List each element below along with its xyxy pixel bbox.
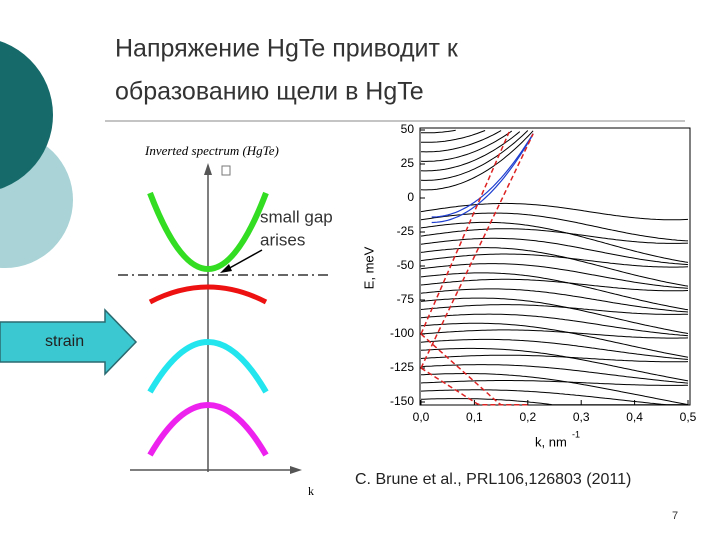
band-curve xyxy=(420,398,688,406)
diagram-caption: Inverted spectrum (HgTe) xyxy=(144,143,279,158)
band-curve xyxy=(420,130,534,191)
band-curve xyxy=(420,237,689,266)
citation: C. Brune et al., PRL106,126803 (2011) xyxy=(355,471,631,488)
band-curve xyxy=(420,272,689,311)
band-curve xyxy=(420,247,689,287)
axis-arrowhead xyxy=(290,466,302,474)
band-curve-blue xyxy=(431,133,534,218)
left-diagram: Inverted spectrum (HgTe) k small gap ari… xyxy=(0,143,333,498)
strain-arrow xyxy=(0,308,138,376)
k-axis-label: k xyxy=(308,484,314,498)
band-magenta xyxy=(147,402,269,457)
band-curve-blue xyxy=(431,133,534,224)
page-number: 7 xyxy=(672,510,678,522)
annotation-arrowhead xyxy=(220,264,232,273)
band-red xyxy=(148,284,268,305)
band-curve xyxy=(420,322,689,358)
band-curve xyxy=(421,130,502,153)
band-curve xyxy=(420,354,689,363)
y-axis-label: E, meV xyxy=(361,246,376,289)
strain-label: strain xyxy=(45,333,84,350)
y-tick-label: 25 xyxy=(401,156,415,170)
band-curve xyxy=(420,329,689,339)
x-tick-label: 0,0 xyxy=(413,410,430,424)
x-tick-label: 0,4 xyxy=(626,410,643,424)
band-curve xyxy=(420,202,689,221)
band-curve xyxy=(420,212,689,242)
x-tick-label: 0,1 xyxy=(466,410,483,424)
band-curve xyxy=(420,313,689,337)
y-tick-label: -100 xyxy=(390,326,414,340)
band-curve xyxy=(420,304,689,315)
band-curve xyxy=(420,131,521,172)
band-plot: E, meV k, nm -1 50 25 0 -25 -50 -75 -100 -125 -1… xyxy=(361,122,696,449)
x-tick-label: 0,2 xyxy=(519,410,536,424)
y-tick-label: -150 xyxy=(390,394,414,408)
band-curve xyxy=(420,364,689,384)
band-curve xyxy=(420,380,688,386)
dashed-line xyxy=(420,133,534,369)
band-curve xyxy=(420,263,689,289)
band-curve xyxy=(420,278,689,292)
band-curve xyxy=(420,389,688,406)
band-curve xyxy=(420,130,486,143)
annotation: arises xyxy=(260,230,305,249)
band-curve xyxy=(420,129,456,134)
band-curve xyxy=(420,253,689,268)
title-line: Напряжение HgTe приводит к xyxy=(115,35,459,63)
small-square xyxy=(221,165,231,176)
band-curve xyxy=(420,338,689,360)
decor-circle-dark xyxy=(0,41,53,189)
dashed-line xyxy=(420,367,528,406)
band-curve xyxy=(420,297,689,334)
y-tick-label: 50 xyxy=(401,122,415,136)
band-cyan xyxy=(147,339,269,394)
x-axis-label: k, nm xyxy=(535,434,567,449)
annotation: small gap xyxy=(260,207,333,226)
x-tick-label: 0,5 xyxy=(680,410,697,424)
y-tick-label: -50 xyxy=(397,258,415,272)
axis-arrowhead xyxy=(204,163,212,175)
title-line: образованию щели в HgTe xyxy=(115,78,424,106)
band-curve xyxy=(420,130,529,181)
x-axis-label-exponent: -1 xyxy=(572,429,580,439)
band-curve xyxy=(420,221,689,263)
x-tick-label: 0,3 xyxy=(573,410,590,424)
band-curve xyxy=(420,288,689,313)
y-tick-label: -25 xyxy=(397,224,415,238)
band-curve xyxy=(420,130,513,162)
dashed-line xyxy=(420,131,510,335)
y-tick-label: -75 xyxy=(397,292,415,306)
band-curve xyxy=(420,347,689,382)
annotation-arrow xyxy=(225,249,263,271)
y-tick-label: -125 xyxy=(390,360,414,374)
band-green xyxy=(147,191,269,272)
y-tick-label: 0 xyxy=(407,190,414,204)
